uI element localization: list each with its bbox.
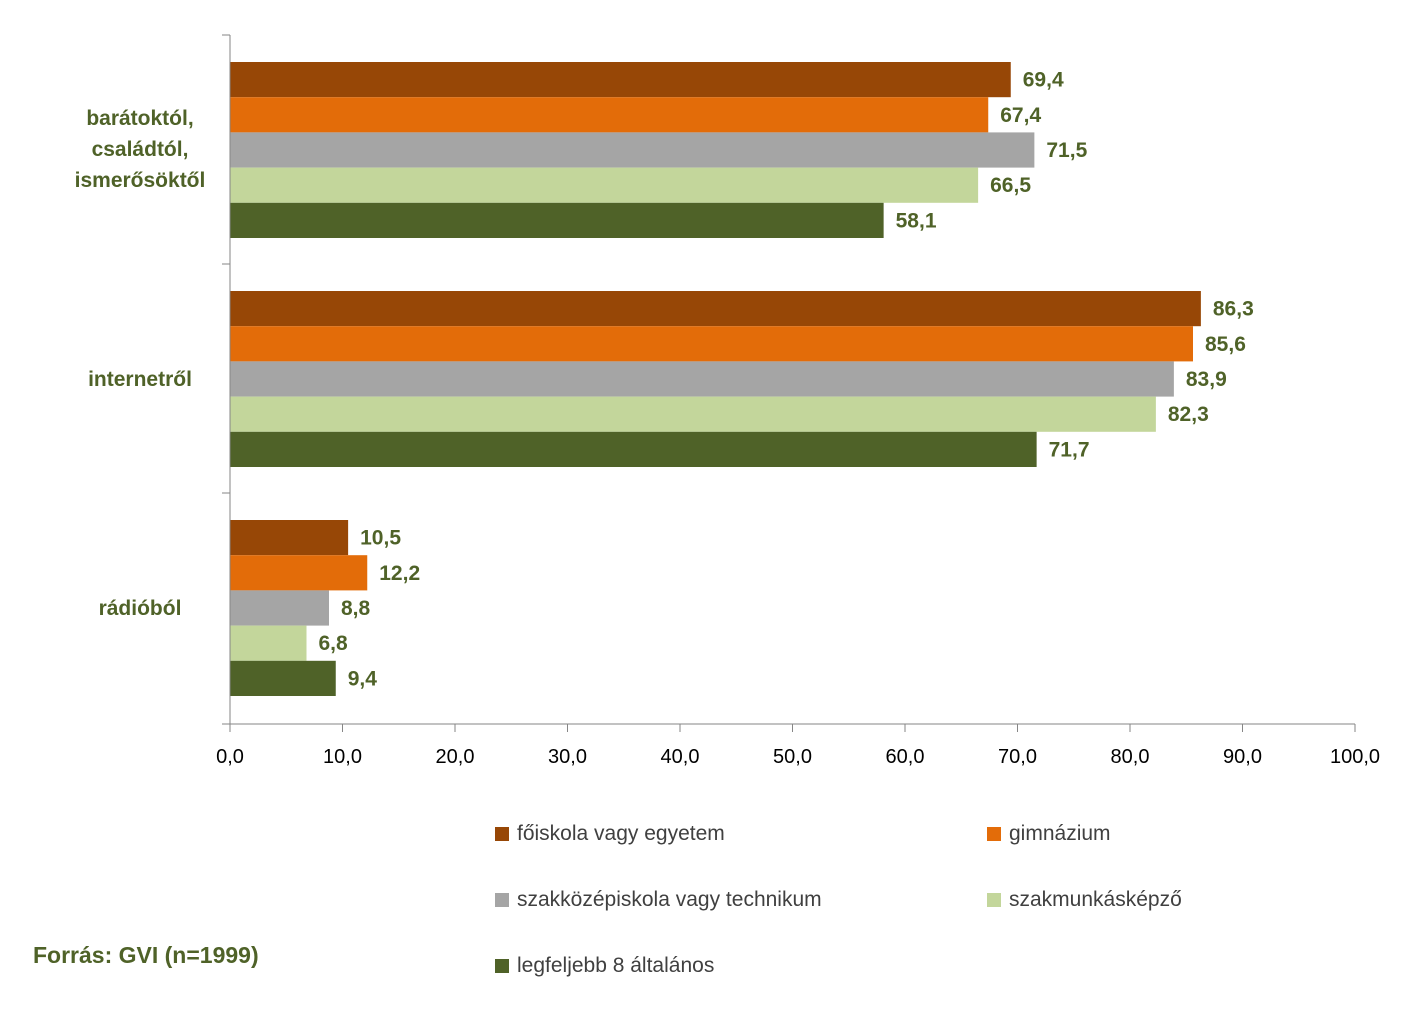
data-label: 71,5 (1046, 139, 1087, 162)
legend-item: gimnázium (987, 822, 1111, 846)
data-label: 8,8 (341, 597, 371, 620)
legend-label: gimnázium (1009, 822, 1111, 845)
legend-item: főiskola vagy egyetem (495, 822, 725, 846)
bar (230, 62, 1011, 98)
legend-label: főiskola vagy egyetem (517, 822, 725, 845)
bar (230, 396, 1156, 432)
bar (230, 555, 368, 591)
bar (230, 291, 1201, 327)
bar (230, 520, 349, 556)
legend-label: legfeljebb 8 általános (517, 954, 715, 977)
bar (230, 97, 989, 133)
data-label: 83,9 (1186, 368, 1227, 391)
category-label: internetről (88, 368, 192, 391)
x-tick-label: 100,0 (1330, 746, 1380, 768)
legend-swatch (987, 827, 1001, 841)
bar (230, 132, 1035, 168)
data-label: 6,8 (319, 632, 349, 655)
x-tick-label: 20,0 (436, 746, 475, 768)
legend-item: szakközépiskola vagy technikum (495, 888, 822, 912)
bar (230, 625, 307, 661)
category-label: rádióból (99, 597, 182, 620)
category-label: barátoktól, (86, 107, 193, 130)
bar (230, 431, 1037, 467)
x-tick-label: 50,0 (773, 746, 812, 768)
x-tick-label: 70,0 (998, 746, 1037, 768)
legend-label: szakmunkásképző (1009, 888, 1182, 911)
category-label: családtól, (92, 138, 189, 161)
legend-swatch (495, 893, 509, 907)
x-tick-label: 60,0 (886, 746, 925, 768)
legend: főiskola vagy egyetem gimnázium szakközépi… (495, 822, 1255, 1002)
data-label: 71,7 (1049, 438, 1090, 461)
bar (230, 361, 1174, 397)
x-tick-label: 30,0 (548, 746, 587, 768)
legend-item: legfeljebb 8 általános (495, 954, 714, 978)
bar (230, 590, 329, 626)
x-tick-label: 90,0 (1223, 746, 1262, 768)
data-label: 85,6 (1205, 333, 1246, 356)
legend-swatch (987, 893, 1001, 907)
data-label: 10,5 (360, 527, 401, 550)
data-label: 67,4 (1000, 104, 1041, 127)
x-tick-label: 40,0 (661, 746, 700, 768)
legend-item: szakmunkásképző (987, 888, 1182, 912)
category-label: ismerősöktől (75, 169, 206, 192)
data-label: 12,2 (379, 562, 420, 585)
legend-swatch (495, 827, 509, 841)
data-label: 82,3 (1168, 403, 1209, 426)
data-label: 86,3 (1213, 298, 1254, 321)
data-label: 69,4 (1023, 69, 1064, 92)
data-label: 66,5 (990, 174, 1031, 197)
source-note: Forrás: GVI (n=1999) (33, 942, 259, 968)
data-label: 9,4 (348, 667, 378, 690)
x-tick-label: 0,0 (216, 746, 244, 768)
data-label: 58,1 (896, 209, 937, 232)
legend-swatch (495, 959, 509, 973)
bar (230, 326, 1193, 362)
bar-chart: 69,4 86,3 10,5 67,4 85,6 12,2 71,5 83,9 8,8 66,5 8… (75, 34, 1380, 768)
bar (230, 202, 884, 238)
x-tick-label: 80,0 (1111, 746, 1150, 768)
bar (230, 660, 336, 696)
bar (230, 167, 979, 203)
legend-label: szakközépiskola vagy technikum (517, 888, 822, 911)
x-tick-label: 10,0 (323, 746, 362, 768)
